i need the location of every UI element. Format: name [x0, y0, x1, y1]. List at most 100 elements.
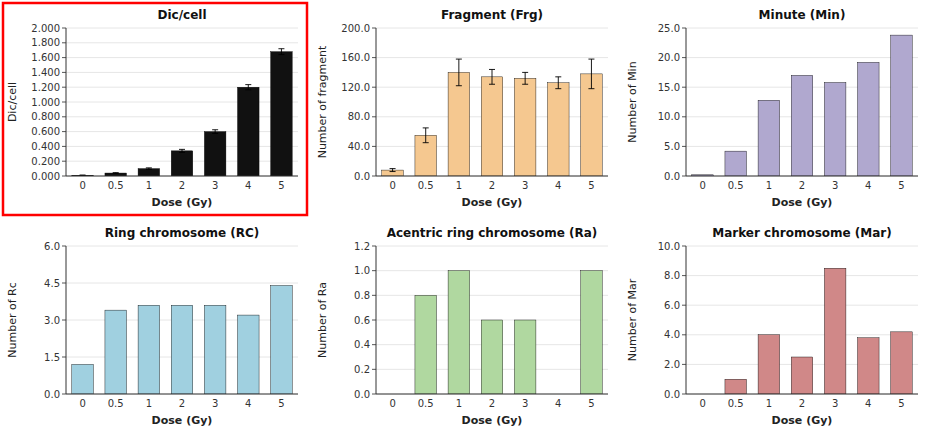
y-tick-label: 0.0 — [44, 389, 60, 400]
grid-line — [376, 295, 608, 296]
subplot: 0.01.53.04.56.000.512345Ring chromosome … — [6, 226, 298, 427]
y-tick — [62, 320, 66, 321]
y-label: Number of Ra — [316, 282, 329, 358]
grid-line — [66, 394, 298, 395]
x-tick-label: 5 — [898, 398, 904, 409]
y-axis — [66, 28, 67, 176]
y-label: Number of Min — [626, 61, 639, 142]
y-tick — [682, 305, 686, 306]
y-tick — [682, 57, 686, 58]
x-tick-label: 2 — [489, 180, 495, 191]
error-bar — [278, 49, 284, 55]
x-tick-label: 2 — [179, 398, 185, 409]
bar — [171, 151, 193, 176]
x-tick-label: 0.5 — [108, 398, 124, 409]
x-tick-label: 0 — [389, 180, 395, 191]
y-tick-label: 1.000 — [31, 97, 60, 108]
x-label: Dose (Gy) — [152, 414, 213, 427]
y-tick — [372, 394, 376, 395]
x-label: Dose (Gy) — [772, 196, 833, 209]
subplot: 0.0000.2000.4000.6000.8001.0001.2001.400… — [3, 3, 307, 215]
y-axis — [686, 28, 687, 176]
x-tick-label: 0.5 — [418, 180, 434, 191]
bar — [481, 320, 503, 394]
grid-line — [686, 394, 918, 395]
grid-line — [686, 57, 918, 58]
error-bar — [588, 59, 594, 89]
y-tick-label: 0.0 — [664, 389, 680, 400]
y-tick-label: 80.0 — [348, 111, 370, 122]
bar — [271, 52, 293, 176]
title: Minute (Min) — [759, 8, 846, 22]
y-tick-label: 0.6 — [354, 315, 370, 326]
bar — [481, 77, 503, 176]
y-tick — [682, 394, 686, 395]
y-label: Number of Mar — [626, 278, 639, 361]
subplot: 0.040.080.0120.0160.0200.000.512345Fragm… — [316, 8, 608, 209]
bars — [382, 59, 602, 176]
bar — [758, 335, 780, 394]
x-label: Dose (Gy) — [772, 414, 833, 427]
bar — [171, 305, 193, 394]
error-bar — [390, 169, 396, 172]
y-tick — [372, 176, 376, 177]
y-tick — [62, 42, 66, 43]
x-tick-label: 4 — [865, 180, 871, 191]
grid-line — [376, 176, 608, 177]
bar — [581, 271, 603, 394]
x-axis — [686, 176, 918, 177]
bar — [548, 83, 570, 176]
y-label: Number of fragment — [316, 45, 329, 158]
y-tick-label: 10.0 — [658, 241, 680, 252]
y-tick-label: 1.5 — [44, 352, 60, 363]
y-tick-label: 5.0 — [664, 141, 680, 152]
y-tick-label: 0.800 — [31, 111, 60, 122]
bar — [725, 151, 747, 176]
y-tick — [62, 394, 66, 395]
x-tick-label: 3 — [832, 180, 838, 191]
bar — [514, 78, 536, 176]
bar — [758, 100, 780, 176]
bars — [415, 271, 602, 394]
y-tick-label: 0.4 — [354, 339, 370, 350]
bar — [105, 310, 127, 394]
y-tick-label: 0.400 — [31, 141, 60, 152]
grid-line — [66, 176, 298, 177]
y-tick-label: 0.0 — [354, 389, 370, 400]
grid-line — [66, 72, 298, 73]
x-tick-label: 0.5 — [108, 180, 124, 191]
y-tick-label: 2.0 — [664, 359, 680, 370]
y-tick — [62, 87, 66, 88]
bar — [415, 295, 437, 394]
y-tick — [372, 270, 376, 271]
error-bar — [212, 130, 218, 134]
x-tick-label: 5 — [278, 180, 284, 191]
y-tick-label: 200.0 — [341, 23, 370, 34]
x-tick-label: 0 — [79, 180, 85, 191]
x-tick-label: 3 — [522, 398, 528, 409]
y-tick — [682, 116, 686, 117]
grid-line — [686, 305, 918, 306]
x-tick-label: 5 — [588, 180, 594, 191]
grid-line — [66, 57, 298, 58]
y-tick-label: 160.0 — [341, 52, 370, 63]
x-tick-label: 3 — [522, 180, 528, 191]
y-tick — [62, 131, 66, 132]
error-bar — [522, 72, 528, 84]
y-tick-label: 6.0 — [664, 300, 680, 311]
grid-line — [66, 28, 298, 29]
title: Marker chromosome (Mar) — [712, 226, 892, 240]
grid-line — [376, 246, 608, 247]
bar — [204, 305, 226, 394]
y-axis — [376, 246, 377, 394]
bars — [72, 285, 292, 394]
y-label: Dic/cell — [6, 82, 19, 122]
y-tick-label: 4.5 — [44, 278, 60, 289]
subplot: 0.02.04.06.08.010.000.512345Marker chrom… — [626, 226, 918, 427]
bars — [725, 268, 912, 394]
grid-line — [686, 246, 918, 247]
y-tick — [372, 87, 376, 88]
y-tick — [372, 146, 376, 147]
x-tick-label: 1 — [766, 398, 772, 409]
x-axis — [686, 394, 918, 395]
